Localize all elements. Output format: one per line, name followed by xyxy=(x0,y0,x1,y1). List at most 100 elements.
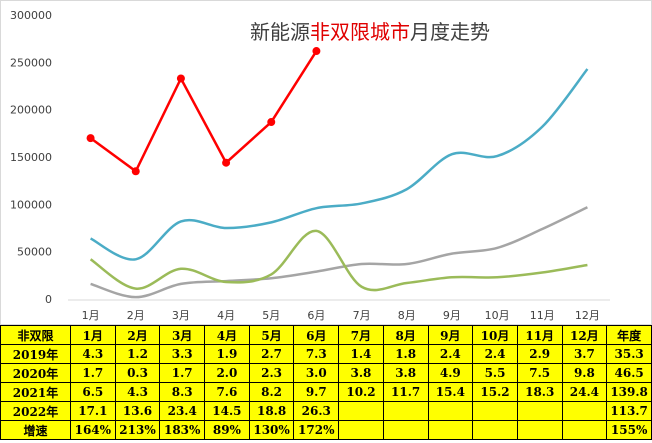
table-cell: 1.7 xyxy=(159,363,206,383)
chart-title: 新能源非双限城市月度走势 xyxy=(250,20,490,44)
series-line xyxy=(89,229,588,292)
table-cell: 10月 xyxy=(472,325,518,345)
series-line xyxy=(90,206,588,299)
point xyxy=(222,158,231,167)
table-cell: 5月 xyxy=(248,325,295,345)
table-cell: 7.6 xyxy=(204,382,250,402)
table-cell xyxy=(382,420,429,440)
x-tick-label: 10月 xyxy=(485,309,510,322)
table-cell: 17.1 xyxy=(70,401,116,421)
table-cell: 24.4 xyxy=(561,382,608,402)
data-table: 非双限 1月 2月 3月 4月 5月 6月 7月 8月 9月 10月 11月 12月 年度 2019年 4.3… xyxy=(0,325,652,440)
point xyxy=(131,167,140,176)
table-cell xyxy=(472,420,518,440)
x-tick-label: 4月 xyxy=(217,309,235,322)
table-cell xyxy=(338,401,384,421)
table-cell: 35.3 xyxy=(606,344,652,364)
table-cell xyxy=(561,420,608,440)
table-cell: 1.4 xyxy=(338,344,384,364)
table-cell: 6.5 xyxy=(70,382,116,402)
table-cell: 2019年 xyxy=(0,344,71,364)
table-cell: 89% xyxy=(204,420,250,440)
table-cell xyxy=(472,401,518,421)
table-cell xyxy=(427,401,474,421)
table-cell: 164% xyxy=(70,420,116,440)
table-cell: 2.3 xyxy=(248,363,295,383)
point xyxy=(267,118,276,127)
x-tick-label: 6月 xyxy=(307,309,325,322)
y-tick-label: 300000 xyxy=(10,9,52,22)
table-cell: 3.8 xyxy=(382,363,429,383)
y-tick-label: 150000 xyxy=(10,151,52,164)
table-cell: 7.5 xyxy=(516,363,563,383)
table-cell: 8.2 xyxy=(248,382,295,402)
table-cell: 3.0 xyxy=(293,363,340,383)
table-cell: 13.6 xyxy=(114,401,161,421)
table-cell xyxy=(427,420,474,440)
table-cell: 2.4 xyxy=(472,344,518,364)
table-cell: 1.9 xyxy=(204,344,250,364)
table-cell: 增速 xyxy=(0,420,71,440)
table-cell: 10.2 xyxy=(338,382,384,402)
table-cell: 130% xyxy=(248,420,295,440)
table-cell: 3.8 xyxy=(338,363,384,383)
table-cell: 8.3 xyxy=(159,382,206,402)
table-cell: 8月 xyxy=(382,325,429,345)
table-row: 增速 164% 213% 183% 89% 130% 172% 155% xyxy=(0,420,652,440)
table-cell: 2月 xyxy=(114,325,161,345)
x-tick-label: 12月 xyxy=(575,309,600,322)
x-tick-label: 1月 xyxy=(82,309,100,322)
table-cell: 0.3 xyxy=(114,363,161,383)
point xyxy=(312,47,321,56)
table-cell: 213% xyxy=(114,420,161,440)
table-cell: 18.3 xyxy=(516,382,563,402)
table-cell xyxy=(516,401,563,421)
table-cell: 3月 xyxy=(159,325,206,345)
table-cell: 26.3 xyxy=(293,401,340,421)
chart: 新能源非双限城市月度走势 0 50000 100000 150000 200000 250… xyxy=(0,0,652,325)
point xyxy=(86,134,95,143)
table-cell xyxy=(382,401,429,421)
x-tick-label: 9月 xyxy=(443,309,461,322)
table-row: 2021年 6.5 4.3 8.3 7.6 8.2 9.7 10.2 11.7 15.4 15.2 1… xyxy=(0,382,652,402)
table-cell: 3.7 xyxy=(561,344,608,364)
y-tick-label: 100000 xyxy=(10,198,52,211)
table-cell: 7.3 xyxy=(293,344,340,364)
table-cell xyxy=(338,420,384,440)
table-cell: 9.7 xyxy=(293,382,340,402)
table-cell: 年度 xyxy=(606,325,652,345)
table-cell: 2.9 xyxy=(516,344,563,364)
table-row: 2019年 4.3 1.2 3.3 1.9 2.7 7.3 1.4 1.8 2.4 2.4 2.9 3.… xyxy=(0,344,652,364)
point xyxy=(176,74,185,83)
table-cell: 4月 xyxy=(204,325,250,345)
table-cell: 155% xyxy=(606,420,652,440)
table-cell: 46.5 xyxy=(606,363,652,383)
y-tick-label: 50000 xyxy=(17,246,52,259)
table-cell: 9月 xyxy=(427,325,474,345)
title-part: 月度走势 xyxy=(410,20,490,44)
table-cell: 12月 xyxy=(561,325,608,345)
table-cell: 18.8 xyxy=(248,401,295,421)
table-cell: 5.5 xyxy=(472,363,518,383)
table-row: 2022年 17.1 13.6 23.4 14.5 18.8 26.3 113.7 xyxy=(0,401,652,421)
table-cell: 2020年 xyxy=(0,363,71,383)
table-cell: 3.3 xyxy=(159,344,206,364)
series-line xyxy=(89,50,318,174)
chart-border xyxy=(0,0,652,325)
y-tick-label: 0 xyxy=(45,293,52,306)
table-cell: 9.8 xyxy=(561,363,608,383)
table-cell: 1月 xyxy=(70,325,116,345)
table-cell: 2021年 xyxy=(0,382,71,402)
x-tick-label: 3月 xyxy=(172,309,190,322)
table-cell: 4.9 xyxy=(427,363,474,383)
table-cell: 1.8 xyxy=(382,344,429,364)
table-cell: 113.7 xyxy=(606,401,652,421)
table-cell: 15.2 xyxy=(472,382,518,402)
table-cell: 1.7 xyxy=(70,363,116,383)
table-cell: 2.0 xyxy=(204,363,250,383)
x-tick-label: 5月 xyxy=(262,309,280,322)
y-tick-label: 200000 xyxy=(10,104,52,117)
table-cell: 2022年 xyxy=(0,401,71,421)
x-tick-label: 8月 xyxy=(398,309,416,322)
table-cell: 183% xyxy=(159,420,206,440)
